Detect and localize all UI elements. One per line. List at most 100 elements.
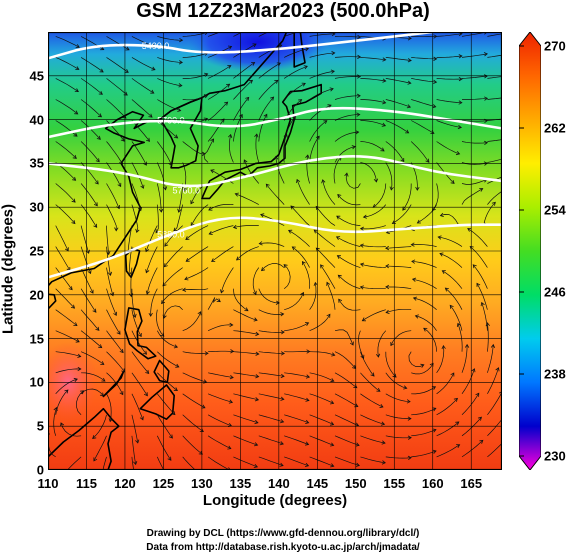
streamline-arrowhead [253,317,258,322]
plot-frame [48,32,502,470]
streamline [106,351,125,373]
streamline [360,263,386,268]
streamline-arrowhead [407,80,412,85]
streamline-arrowhead [280,330,285,335]
streamline-arrowhead [336,255,341,259]
streamline [284,414,309,424]
streamline [131,57,156,71]
streamline-arrowhead [110,292,115,297]
streamline-arrowhead [432,407,437,412]
streamline [182,141,206,155]
x-tick-label: 115 [75,476,97,491]
streamline [385,435,412,439]
streamline-arrowhead [108,418,113,423]
streamline-arrowhead [338,298,343,303]
colorbar [518,31,542,471]
streamline-arrowhead [355,130,360,135]
streamline [436,99,462,104]
streamline-arrowhead [415,186,420,191]
streamline-arrowhead [201,151,206,156]
streamline-arrowhead [185,258,190,262]
streamline [131,204,139,233]
streamline-arrowhead [359,285,364,290]
streamline [411,407,436,416]
streamline-arrowhead [390,341,395,347]
streamline [360,456,386,464]
streamline [131,351,149,374]
streamline [438,236,463,247]
streamline [182,73,208,79]
streamline [385,308,412,313]
streamline-arrowhead [359,262,365,267]
streamline [102,456,107,470]
streamline-arrowhead [143,350,148,355]
streamline-arrowhead [330,400,335,405]
streamline [106,99,127,119]
streamline [487,418,502,437]
streamline-arrowhead [357,54,362,60]
streamline [258,393,284,400]
streamline [309,104,332,121]
streamline [55,368,81,374]
streamline [436,78,463,80]
streamline-arrowhead [335,236,341,241]
streamline-arrowhead [362,214,367,219]
streamline [53,407,57,436]
streamline-arrowhead [361,317,366,322]
x-tick-label: 110 [37,476,59,491]
streamline-arrowhead [119,349,124,354]
streamline-arrowhead [220,289,225,294]
streamline [334,35,361,38]
streamline-arrowhead [77,366,82,372]
streamline [483,202,496,226]
streamline-arrowhead [305,441,310,446]
colorbar-tick-label: 254 [544,202,566,218]
streamline [157,78,182,87]
streamline [487,97,502,100]
streamline-arrowhead [274,155,279,160]
streamline [309,52,335,58]
streamline [309,136,320,163]
streamline [487,344,494,373]
contour-line [48,32,433,60]
streamline [487,158,502,163]
y-axis-label: Latitude (degrees) [0,203,17,335]
streamline-arrowhead [228,467,231,470]
streamline-arrowhead [407,58,412,63]
streamline-arrowhead [253,463,259,468]
streamline-arrowhead [77,353,82,358]
streamline-arrowhead [133,460,138,466]
streamline [207,65,231,79]
streamline [229,134,234,163]
streamline [360,99,386,104]
streamline-arrowhead [171,411,176,416]
streamline-arrowhead [480,301,485,307]
streamline [481,302,488,331]
streamline [302,261,311,289]
streamline-arrowhead [146,137,151,142]
streamline-arrowhead [75,338,80,343]
streamline [106,204,117,231]
streamline-arrowhead [93,223,98,228]
streamline-arrowhead [87,269,92,275]
streamline-arrowhead [145,369,150,374]
streamline [334,456,360,466]
streamline-arrowhead [313,229,318,234]
streamline-arrowhead [139,416,144,421]
streamline [436,345,445,373]
streamline [233,435,258,446]
streamline [417,204,437,224]
streamline [284,372,310,378]
streamline [233,80,253,100]
streamline-arrowhead [296,178,301,184]
streamline [360,120,386,127]
streamline [284,435,309,445]
streamline [296,179,310,205]
streamline [67,456,82,470]
streamline-arrowhead [329,87,334,92]
streamline [207,393,233,403]
streamline-arrowhead [210,138,214,143]
streamline [80,162,99,185]
streamline-arrowhead [89,289,94,294]
streamline [182,435,203,455]
